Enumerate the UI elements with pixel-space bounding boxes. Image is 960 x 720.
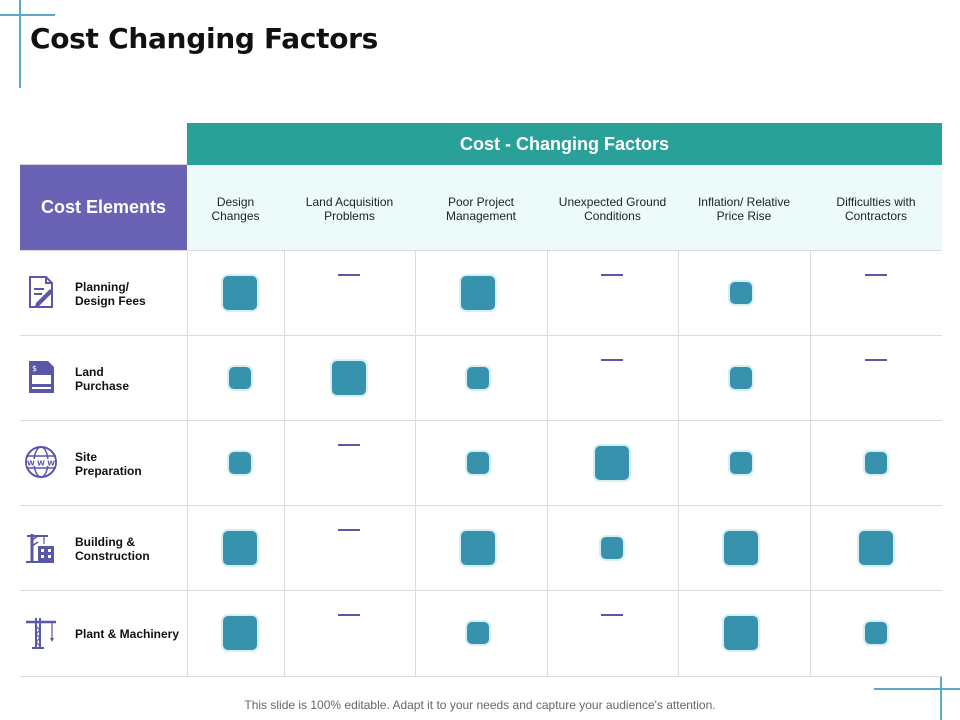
column-header-poor-project-management: Poor Project Management bbox=[445, 195, 517, 223]
decorative-brush-line bbox=[874, 688, 960, 690]
small-square-marker bbox=[467, 451, 489, 474]
row-label-site-preparation: Site Preparation bbox=[75, 450, 142, 478]
dash-marker bbox=[601, 359, 623, 361]
row-divider bbox=[20, 335, 942, 336]
row-divider bbox=[20, 420, 942, 421]
column-divider bbox=[810, 250, 811, 676]
decorative-brush-line bbox=[0, 14, 55, 16]
dash-marker bbox=[601, 274, 623, 276]
dash-marker bbox=[338, 614, 360, 616]
column-header-unexpected-ground: Unexpected Ground Conditions bbox=[558, 195, 667, 223]
cost-elements-header: Cost Elements bbox=[20, 165, 187, 250]
document-pen-icon bbox=[29, 276, 53, 308]
divider bbox=[20, 164, 187, 165]
crane-building-icon bbox=[26, 534, 54, 563]
column-header-band bbox=[187, 165, 942, 250]
dash-marker bbox=[338, 529, 360, 531]
small-square-marker bbox=[229, 366, 251, 389]
small-square-marker bbox=[229, 451, 251, 474]
svg-text:$: $ bbox=[32, 364, 37, 373]
column-divider bbox=[187, 250, 188, 676]
column-header-inflation: Inflation/ Relative Price Rise bbox=[697, 195, 791, 223]
dash-marker bbox=[865, 274, 887, 276]
small-square-marker bbox=[730, 451, 752, 474]
large-square-marker bbox=[724, 615, 758, 650]
large-square-marker bbox=[461, 275, 495, 310]
small-square-marker bbox=[865, 621, 887, 644]
large-square-marker bbox=[223, 275, 257, 310]
small-square-marker bbox=[467, 366, 489, 389]
column-divider bbox=[415, 250, 416, 676]
decorative-brush-line bbox=[940, 676, 942, 720]
large-square-marker bbox=[595, 445, 629, 480]
globe-www-icon: W W W bbox=[25, 446, 57, 478]
small-square-marker bbox=[467, 621, 489, 644]
row-label-building-construction: Building & Construction bbox=[75, 535, 150, 563]
large-square-marker bbox=[223, 530, 257, 565]
row-label-land-purchase: Land Purchase bbox=[75, 365, 130, 393]
page-title: Cost Changing Factors bbox=[30, 22, 379, 55]
decorative-brush-line bbox=[19, 0, 21, 88]
row-label-plant-machinery: Plant & Machinery bbox=[75, 627, 180, 641]
large-square-marker bbox=[223, 615, 257, 650]
row-divider bbox=[20, 590, 942, 591]
column-header-design-changes: Design Changes bbox=[211, 195, 260, 223]
row-divider bbox=[20, 250, 942, 251]
svg-text:W W W: W W W bbox=[27, 460, 55, 468]
small-square-marker bbox=[601, 536, 623, 559]
large-square-marker bbox=[461, 530, 495, 565]
dash-marker bbox=[601, 614, 623, 616]
tower-crane-icon bbox=[26, 618, 56, 649]
column-divider bbox=[284, 250, 285, 676]
small-square-marker bbox=[865, 451, 887, 474]
row-divider bbox=[20, 505, 942, 506]
large-square-marker bbox=[724, 530, 758, 565]
column-header-land-acquisition: Land Acquisition Problems bbox=[305, 195, 394, 223]
row-label-planning-design-fees: Planning/ Design Fees bbox=[75, 280, 146, 308]
row-divider bbox=[20, 676, 942, 677]
dash-marker bbox=[338, 444, 360, 446]
footer-note: This slide is 100% editable. Adapt it to… bbox=[244, 698, 716, 712]
price-document-icon: $ bbox=[29, 361, 54, 393]
column-divider bbox=[678, 250, 679, 676]
cost-changing-factors-header: Cost - Changing Factors bbox=[187, 123, 942, 165]
column-divider bbox=[547, 250, 548, 676]
large-square-marker bbox=[859, 530, 893, 565]
large-square-marker bbox=[332, 360, 366, 395]
dash-marker bbox=[338, 274, 360, 276]
dash-marker bbox=[865, 359, 887, 361]
column-header-contractors: Difficulties with Contractors bbox=[836, 195, 916, 223]
small-square-marker bbox=[730, 281, 752, 304]
small-square-marker bbox=[730, 366, 752, 389]
